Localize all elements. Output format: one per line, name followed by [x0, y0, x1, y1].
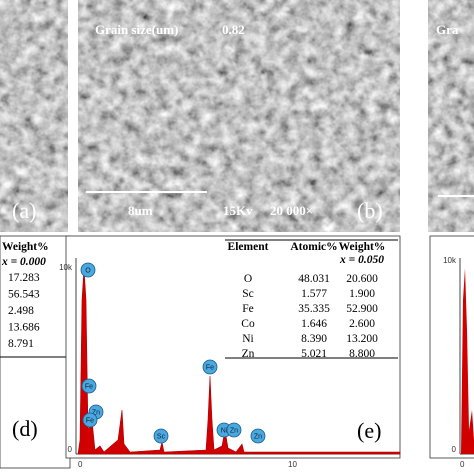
grain-size: 0.82 — [222, 22, 245, 37]
peak-label: Ni — [221, 428, 228, 435]
peak-label: Fe — [86, 418, 94, 425]
table-cell: Zn — [242, 348, 255, 360]
weight-value: 13.686 — [8, 322, 40, 334]
eds-spectrum — [461, 268, 474, 454]
peak-label: Zn — [92, 410, 100, 417]
y-axis-label: 0 — [68, 445, 73, 454]
peak-label: Zn — [254, 434, 262, 441]
table-cell: Ni — [242, 333, 254, 345]
voltage: 15Kv — [223, 203, 253, 218]
table-cell: 1.646 — [301, 318, 327, 330]
peak-label: Fe — [85, 384, 93, 391]
composition: x = 0.050 — [339, 254, 384, 266]
panel-label: (d) — [12, 416, 38, 441]
peak-label: Sc — [157, 434, 166, 441]
panel-label: (e) — [357, 418, 381, 443]
table-cell: 2.600 — [349, 318, 375, 330]
y-axis-label: 0 — [452, 445, 457, 454]
table-cell: 8.800 — [349, 348, 375, 360]
peak-marker — [80, 262, 96, 278]
peak-marker — [153, 428, 169, 444]
sem-image-a — [0, 0, 68, 232]
panel-label: (a) — [12, 198, 36, 223]
panel-frame — [0, 235, 71, 469]
table-cell: 1.900 — [349, 288, 375, 300]
table-cell: 5.021 — [301, 348, 327, 360]
table-cell: Sc — [242, 288, 254, 300]
table-header: Weight% — [339, 241, 386, 253]
table-cell: 52.900 — [346, 303, 378, 315]
y-axis-label: 10k — [443, 256, 457, 265]
x-axis-label: 0 — [78, 460, 83, 469]
sem-image-b — [78, 0, 400, 232]
x-axis-label: 10 — [288, 460, 297, 469]
table-cell: 20.600 — [346, 273, 378, 285]
y-axis-label: 10k — [59, 263, 73, 272]
table-header: Weight% — [2, 241, 49, 253]
peak-marker — [82, 412, 98, 428]
weight-value: 56.543 — [8, 289, 40, 301]
peak-marker — [226, 422, 242, 438]
table-cell: 1.577 — [301, 288, 327, 300]
x-axis-label: 0 — [460, 460, 465, 469]
panel-label: (b) — [357, 198, 383, 223]
peak-label: Fe — [206, 365, 214, 372]
table-cell: O — [244, 273, 252, 285]
peak-label: Zn — [230, 428, 238, 435]
scale-bar-label: 8um — [128, 203, 153, 218]
magnification: 20 000× — [270, 203, 313, 218]
table-cell: Fe — [242, 303, 254, 315]
table-cell: 48.031 — [298, 273, 330, 285]
table-cell: Co — [241, 318, 255, 330]
peak-marker — [202, 359, 218, 375]
table-cell: 13.200 — [346, 333, 378, 345]
title-partial: Gra — [436, 22, 459, 37]
grain-size-label: Grain size(um) — [95, 22, 178, 37]
composition: x = 0.000 — [1, 256, 46, 268]
weight-value: 2.498 — [8, 305, 34, 317]
table-header: Element — [228, 241, 269, 253]
peak-label: O — [85, 268, 91, 275]
table-header: Atomic% — [290, 241, 337, 253]
table-cell: 35.335 — [298, 303, 330, 315]
peak-marker — [250, 428, 266, 444]
sem-image-c — [428, 0, 474, 232]
peak-marker — [81, 378, 97, 394]
table-cell: 8.390 — [301, 333, 327, 345]
weight-value: 8.791 — [8, 338, 34, 350]
weight-value: 17.283 — [8, 272, 40, 284]
